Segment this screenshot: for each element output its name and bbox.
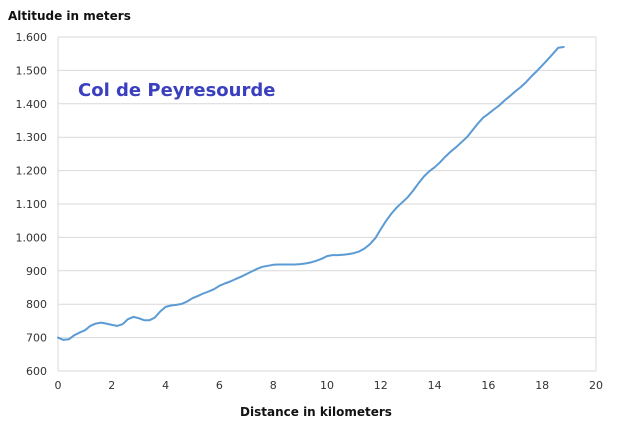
plot-frame [57,37,597,371]
x-tick-label: 2 [108,379,115,392]
x-tick-label: 8 [270,379,277,392]
x-tick-label: 14 [428,379,442,392]
y-tick-label: 1.600 [16,31,48,44]
x-tick-label: 18 [535,379,549,392]
x-tick-label: 10 [320,379,334,392]
x-tick-label: 12 [374,379,388,392]
y-tick-label: 600 [26,365,47,378]
y-tick-label: 900 [26,265,47,278]
series-layer [57,46,565,341]
x-tick-labels: 0 2 4 6 8 10 12 14 16 18 20 [55,379,604,392]
y-tick-label: 700 [26,332,47,345]
gridlines [58,36,596,372]
y-tick-label: 1.500 [16,64,48,77]
y-tick-label: 1.400 [16,98,48,111]
y-axis-title: Altitude in meters [8,9,131,23]
x-tick-label: 16 [481,379,495,392]
altitude-line [57,46,565,341]
y-tick-label: 1.000 [16,231,48,244]
chart-title: Col de Peyresourde [78,80,275,101]
y-tick-label: 1.300 [16,131,48,144]
y-tick-label: 800 [26,298,47,311]
x-tick-label: 6 [216,379,223,392]
x-tick-label: 0 [55,379,62,392]
x-tick-label: 20 [589,379,603,392]
y-tick-label: 1.200 [16,165,48,178]
y-tick-labels: 600 700 800 900 1.000 1.100 1.200 1.300 1.400 1.5… [16,31,48,378]
x-tick-label: 4 [162,379,169,392]
x-axis-title: Distance in kilometers [240,405,392,419]
y-tick-label: 1.100 [16,198,48,211]
